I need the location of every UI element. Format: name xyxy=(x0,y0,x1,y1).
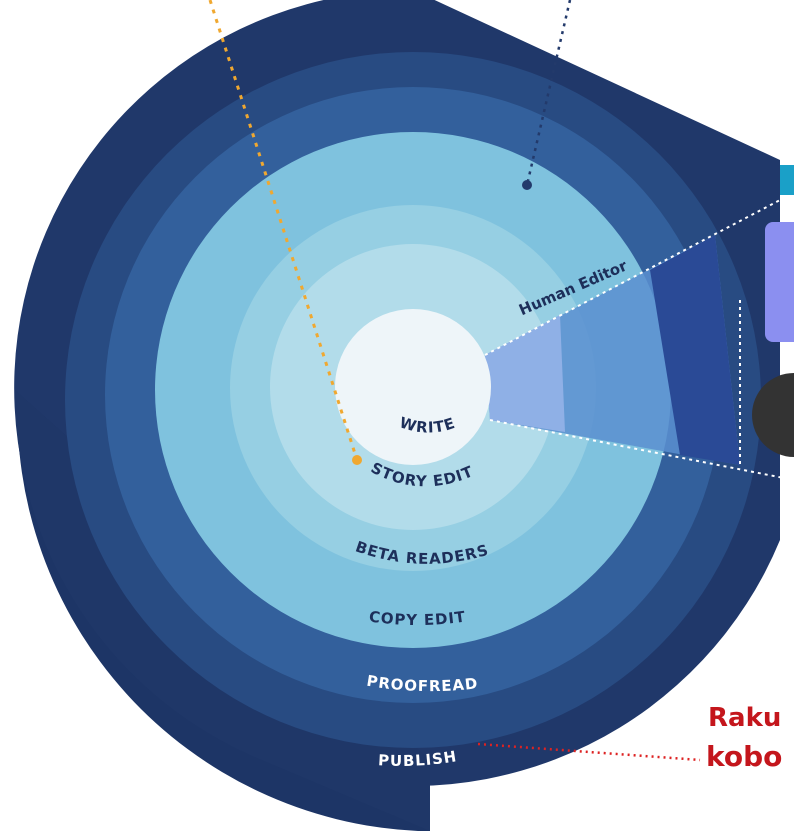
highlight-outer xyxy=(650,235,740,465)
stage-label-text: PROOFREAD xyxy=(365,672,478,695)
stage-label: PROOFREAD xyxy=(365,672,479,695)
wedge-edge xyxy=(489,419,794,481)
stage-label: COPY EDIT xyxy=(368,607,467,629)
stage-label: WRITE xyxy=(398,413,458,436)
avatar xyxy=(752,373,794,457)
side-card xyxy=(765,222,794,342)
stage-label-text: COPY EDIT xyxy=(368,607,466,629)
partner-logo: kobo xyxy=(706,740,782,773)
pointer-dot xyxy=(352,455,362,465)
highlight-inner xyxy=(485,315,565,432)
pointer-dot xyxy=(522,180,532,190)
pointer-line xyxy=(208,0,359,461)
spiral-tail xyxy=(17,390,431,831)
partner-logo: Raku xyxy=(708,703,781,733)
stage-label: PUBLISH xyxy=(378,747,459,770)
side-icon xyxy=(780,165,794,195)
stage-label-text: PUBLISH xyxy=(378,747,458,770)
center-write xyxy=(335,309,491,465)
stage-label-text: WRITE xyxy=(398,413,457,436)
publish-line xyxy=(477,742,701,762)
